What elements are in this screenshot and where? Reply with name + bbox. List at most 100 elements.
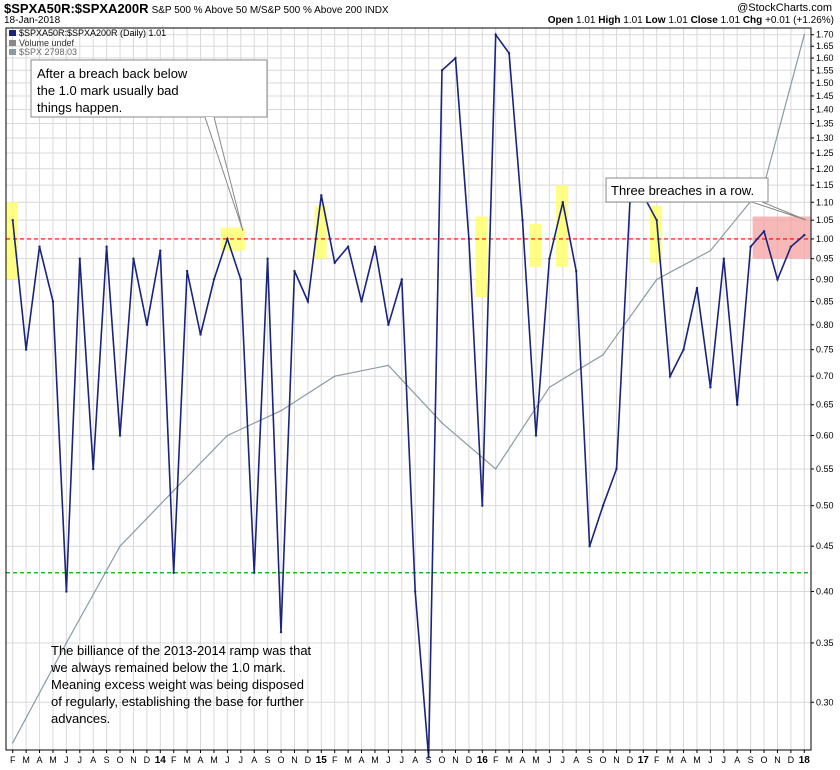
ratio-data-point: [655, 218, 658, 222]
ohlc-readout: Open 1.01 High 1.01 Low 1.01 Close 1.01 …: [548, 15, 834, 26]
highlight-boxes: [6, 185, 811, 297]
annotation-three-breaches-text: Three breaches in a row.: [611, 183, 754, 198]
ratio-data-point: [387, 323, 390, 327]
ratio-data-point: [105, 245, 108, 248]
x-tick-label: A: [681, 755, 687, 765]
y-tick-label: 0.65: [816, 400, 834, 410]
x-tick-label: M: [532, 755, 540, 765]
ratio-data-point: [199, 333, 202, 336]
x-tick-label: J: [78, 755, 83, 765]
x-tick-label: N: [130, 755, 137, 765]
y-tick-label: 1.10: [816, 197, 834, 207]
x-tick-label: 16: [477, 755, 489, 766]
ratio-data-point: [400, 278, 403, 281]
chart-date: 18-Jan-2018: [4, 15, 61, 26]
y-tick-label: 1.45: [816, 91, 834, 101]
ratio-data-point: [521, 218, 524, 222]
close-value: 1.01: [720, 15, 741, 26]
ratio-data-point: [159, 249, 162, 252]
y-tick-label: 1.65: [816, 41, 834, 51]
x-tick-label: O: [117, 755, 124, 765]
x-tick-label: F: [654, 755, 660, 765]
x-tick-label: J: [722, 755, 727, 765]
ratio-data-point: [24, 348, 28, 351]
x-tick-label: M: [344, 755, 352, 765]
plot-border: [5, 27, 812, 751]
y-tick-label: 1.25: [816, 148, 834, 158]
annotation-ramp-line2: we always remained below the 1.0 mark.: [50, 660, 286, 675]
x-tick-label: O: [761, 755, 768, 765]
y-tick-label: 1.55: [816, 65, 834, 75]
x-tick-label: D: [466, 755, 473, 765]
close-label: Close: [690, 15, 718, 26]
x-axis: F M A M J J A S O N D 14 F M A M J J A S O N D 15 F M A M J J A S O N D 16 F…: [10, 750, 810, 766]
ratio-series-line: [11, 32, 805, 758]
x-tick-label: 14: [155, 755, 167, 766]
x-tick-label: F: [332, 755, 338, 765]
y-tick-label: 0.45: [816, 541, 834, 551]
ratio-data-point: [709, 386, 712, 389]
y-tick-label: 0.85: [816, 296, 834, 306]
legend-swatch-volume: [9, 40, 16, 46]
ratio-data-point: [668, 374, 672, 378]
ratio-data-point: [360, 300, 363, 303]
spx-data-point: [803, 33, 806, 36]
y-tick-label: 0.50: [816, 501, 834, 511]
ratio-data-point: [373, 245, 377, 248]
x-tick-label: J: [400, 755, 405, 765]
x-tick-label: O: [278, 755, 285, 765]
ratio-data-point: [507, 52, 511, 55]
high-label: High: [598, 15, 621, 26]
x-tick-label: N: [774, 755, 781, 765]
low-value: 1.01: [668, 15, 688, 26]
ratio-data-point: [615, 467, 618, 471]
annotation-breach-line2: the 1.0 mark usually bad: [37, 83, 179, 98]
legend-volume: Volume undef: [19, 38, 75, 48]
annotation-ramp-line4: of regularly, establishing the base for …: [51, 694, 304, 709]
x-tick-label: M: [183, 755, 191, 765]
spx-data-point: [226, 434, 229, 437]
y-tick-label: 0.90: [816, 274, 834, 284]
x-tick-label: J: [386, 755, 391, 765]
ratio-data-point: [212, 278, 216, 281]
x-tick-label: J: [225, 755, 230, 765]
legend-swatch-spx: [9, 49, 16, 55]
ratio-data-point: [38, 245, 41, 248]
x-tick-label: F: [493, 755, 499, 765]
annotation-three-breaches: Three breaches in a row.: [605, 177, 807, 221]
spx-data-point: [172, 489, 175, 492]
chg-value: +0.01 (+1.26%): [765, 15, 834, 26]
x-tick-label: J: [64, 755, 69, 765]
y-tick-label: 0.55: [816, 464, 834, 474]
annotation-ramp: The billiance of the 2013-2014 ramp was …: [50, 643, 312, 726]
ratio-data-point: [65, 590, 68, 593]
y-tick-label: 0.80: [816, 320, 834, 330]
ratio-data-point: [92, 467, 95, 471]
y-axis: 1.701.65 1.60 1.55 1.50 1.45 1.40 1.35 1.30 1.25…: [811, 30, 834, 707]
spx-data-point: [602, 354, 604, 356]
x-tick-label: M: [505, 755, 513, 765]
x-tick-label: D: [627, 755, 634, 765]
ratio-data-point: [736, 403, 739, 406]
x-tick-label: F: [10, 755, 16, 765]
ratio-data-point: [454, 56, 457, 60]
ratio-data-point: [575, 269, 578, 273]
annotation-ramp-line3: Meaning excess weight was being disposed: [51, 677, 304, 692]
ratio-data-point: [601, 504, 605, 507]
y-tick-label: 0.60: [816, 431, 834, 441]
ratio-data-point: [51, 300, 55, 303]
x-tick-label: N: [452, 755, 459, 765]
ratio-data-point: [803, 233, 806, 237]
annotation-ramp-line5: advances.: [51, 711, 110, 726]
ratio-data-point: [749, 245, 752, 248]
ratio-data-point: [293, 269, 296, 273]
x-tick-label: S: [265, 755, 271, 765]
y-tick-label: 1.40: [816, 104, 834, 114]
x-tick-label: A: [359, 755, 365, 765]
ratio-data-point: [427, 756, 430, 759]
highlight-box-yellow: [6, 202, 19, 280]
x-tick-label: J: [708, 755, 713, 765]
reference-lines: [6, 238, 811, 574]
y-tick-label: 1.20: [816, 164, 834, 174]
